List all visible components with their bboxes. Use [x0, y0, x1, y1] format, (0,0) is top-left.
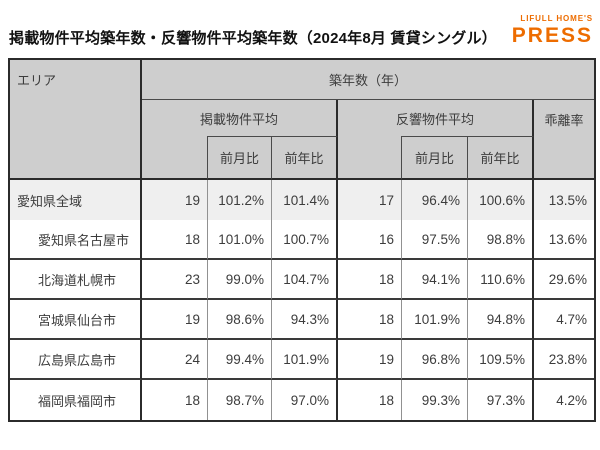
table-row-hiroshima: 広島県広島市 24 99.4% 101.9% 19 96.8% 109.5% 2… [10, 340, 595, 380]
response-mom-cell: 94.1% [402, 260, 468, 300]
divergence-cell: 4.2% [556, 392, 588, 408]
response-mom-cell: 99.3% [402, 380, 468, 420]
response-yoy-cell: 98.8% [468, 220, 534, 260]
response-mom-cell: 101.9% [402, 300, 468, 340]
response-age-cell: 18 [338, 300, 402, 340]
response-age-cell: 16 [338, 220, 402, 260]
divergence-cell: 13.6% [534, 220, 595, 260]
divergence-cell: 13.5% [534, 180, 595, 220]
response-age-cell: 18 [338, 260, 402, 300]
listed-yoy-cell: 94.3% [272, 300, 338, 340]
listed-mom-cell: 98.6% [208, 300, 272, 340]
listed-age-cell: 19 [142, 180, 208, 220]
column-header-building-age: 築年数（年） [142, 60, 595, 100]
listed-age-cell: 18 [142, 220, 208, 260]
column-header-listed-yoy: 前年比 [272, 136, 338, 180]
listed-mom-cell: 101.2% [208, 180, 272, 220]
listed-mom-cell: 101.0% [208, 220, 272, 260]
response-yoy-cell: 109.5% [468, 340, 534, 380]
area-cell: 福岡県福岡市 [10, 380, 142, 420]
area-cell: 愛知県名古屋市 [10, 220, 142, 260]
page-title: 掲載物件平均築年数・反響物件平均築年数（2024年8月 賃貸シングル） [9, 30, 497, 47]
header-row-3: 前月比 前年比 前月比 前年比 [10, 136, 594, 180]
listed-mom-cell: 99.0% [208, 260, 272, 300]
column-header-listed-mom: 前月比 [208, 136, 272, 180]
table-row-aichi-zeniki: 愛知県全域 19 101.2% 101.4% 17 96.4% 100.6% 1… [10, 180, 595, 220]
listed-mom-cell: 99.4% [208, 340, 272, 380]
listed-yoy-cell: 97.0% [272, 380, 338, 420]
listed-mom-cell: 98.7% [208, 380, 272, 420]
table-row-nagoya: 愛知県名古屋市 18 101.0% 100.7% 16 97.5% 98.8% … [10, 220, 595, 260]
divergence-cell: 4.7% [534, 300, 595, 340]
area-cell: 宮城県仙台市 [10, 300, 142, 340]
building-age-table: エリア 築年数（年） 掲載物件平均 反響物件平均 乖離率 前月比 前年比 前月比… [8, 58, 597, 422]
response-yoy-cell: 110.6% [468, 260, 534, 300]
column-header-area: エリア [10, 60, 142, 180]
area-cell: 広島県広島市 [10, 340, 142, 380]
response-yoy-cell: 94.8% [468, 300, 534, 340]
divergence-cell: 23.8% [534, 340, 595, 380]
column-header-response-mom: 前月比 [402, 136, 468, 180]
response-mom-cell: 97.5% [402, 220, 468, 260]
response-mom-cell: 96.8% [402, 340, 468, 380]
listed-age-cell: 24 [142, 340, 208, 380]
listed-yoy-cell: 101.9% [272, 340, 338, 380]
listed-yoy-cell: 104.7% [272, 260, 338, 300]
column-header-listed-average: 掲載物件平均 [142, 100, 338, 136]
response-mom-cell: 96.4% [402, 180, 468, 220]
listed-age-cell: 23 [142, 260, 208, 300]
response-yoy-cell: 97.3% [468, 380, 534, 420]
table-row-sapporo: 北海道札幌市 23 99.0% 104.7% 18 94.1% 110.6% 2… [10, 260, 595, 300]
lifull-homes-press-logo: LIFULL HOME'S PRESS [511, 14, 593, 47]
logo-lifull-homes-text: LIFULL HOME'S [520, 14, 593, 23]
listed-yoy-cell: 100.7% [272, 220, 338, 260]
table-row-sendai: 宮城県仙台市 19 98.6% 94.3% 18 101.9% 94.8% 4.… [10, 300, 595, 340]
column-header-response-yoy: 前年比 [468, 136, 534, 180]
area-cell: 愛知県全域 [10, 180, 142, 220]
listed-yoy-cell: 101.4% [272, 180, 338, 220]
column-header-divergence-rate: 乖離率 [534, 100, 595, 180]
listed-age-cell: 19 [142, 300, 208, 340]
divergence-cell: 29.6% [534, 260, 595, 300]
response-age-cell: 18 [338, 380, 402, 420]
listed-age-cell: 18 [142, 380, 208, 420]
header-row-2: 掲載物件平均 反響物件平均 乖離率 [10, 100, 595, 180]
table-row-fukuoka: 福岡県福岡市 18 98.7% 97.0% 18 99.3% 97.3% 4.2… [10, 380, 594, 420]
area-cell: 北海道札幌市 [10, 260, 142, 300]
header-row-1: エリア 築年数（年） [10, 60, 595, 180]
response-yoy-cell: 100.6% [468, 180, 534, 220]
header-spacer-response [338, 136, 402, 180]
column-header-response-average: 反響物件平均 [338, 100, 534, 136]
logo-press-text: PRESS [511, 24, 593, 47]
response-age-cell: 19 [338, 340, 402, 380]
header-spacer-listed [142, 136, 208, 180]
response-age-cell: 17 [338, 180, 402, 220]
